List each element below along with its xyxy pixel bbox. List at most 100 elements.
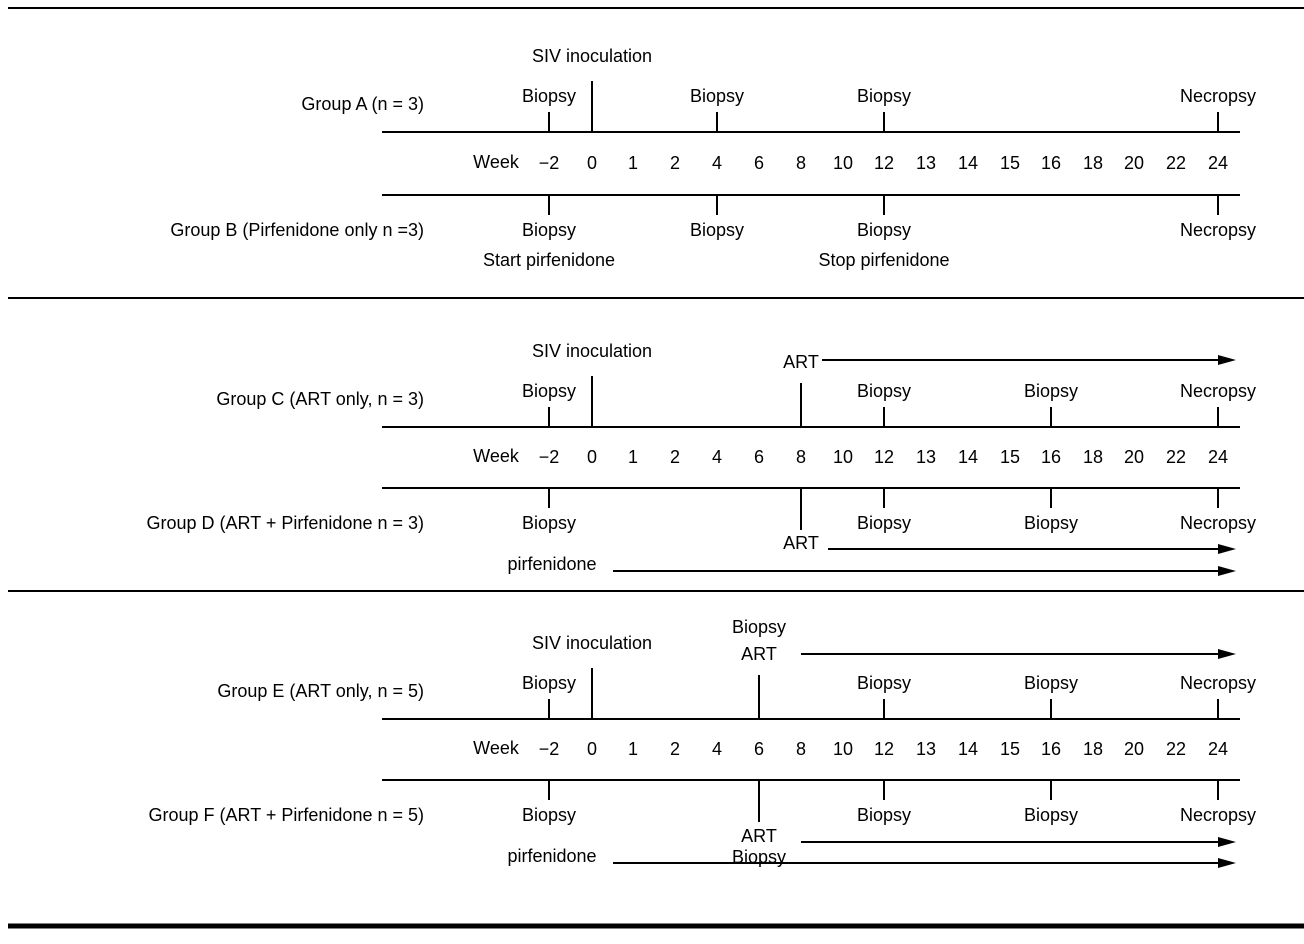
week-tick-label: 8 bbox=[796, 447, 806, 467]
arrow-head bbox=[1218, 837, 1236, 847]
week-tick-label: 6 bbox=[754, 153, 764, 173]
week-tick-label: 22 bbox=[1166, 153, 1186, 173]
week-tick-label: 16 bbox=[1041, 739, 1061, 759]
biopsy-label: Biopsy bbox=[522, 673, 576, 693]
biopsy-label: Biopsy bbox=[857, 805, 911, 825]
siv-inoculation-label: SIV inoculation bbox=[532, 341, 652, 361]
biopsy-label: Biopsy bbox=[690, 220, 744, 240]
biopsy-label: Biopsy bbox=[522, 381, 576, 401]
week-tick-label: 6 bbox=[754, 447, 764, 467]
week-tick-label: 20 bbox=[1124, 739, 1144, 759]
art-label: ART bbox=[741, 644, 777, 664]
week-tick-label: 0 bbox=[587, 153, 597, 173]
week-tick-label: 6 bbox=[754, 739, 764, 759]
week-tick-label: 12 bbox=[874, 153, 894, 173]
week-tick-label: 8 bbox=[796, 153, 806, 173]
biopsy-label: Biopsy bbox=[522, 86, 576, 106]
siv-inoculation-label: SIV inoculation bbox=[532, 633, 652, 653]
week-tick-label: 4 bbox=[712, 739, 722, 759]
art-arrow bbox=[801, 649, 1236, 659]
pirfenidone-label: pirfenidone bbox=[507, 846, 596, 866]
biopsy-label: Biopsy bbox=[1024, 673, 1078, 693]
pirfenidone-label: pirfenidone bbox=[507, 554, 596, 574]
week-tick-label: 4 bbox=[712, 153, 722, 173]
week-tick-label: 22 bbox=[1166, 447, 1186, 467]
biopsy-label: Biopsy bbox=[732, 617, 786, 637]
week-tick-label: −2 bbox=[539, 153, 560, 173]
week-tick-label: 2 bbox=[670, 447, 680, 467]
group-label: Group A (n = 3) bbox=[301, 94, 424, 114]
week-tick-label: 13 bbox=[916, 447, 936, 467]
pirfenidone-arrow bbox=[613, 566, 1236, 576]
week-tick-label: 24 bbox=[1208, 739, 1228, 759]
biopsy-label: Biopsy bbox=[522, 220, 576, 240]
week-tick-label: 4 bbox=[712, 447, 722, 467]
week-tick-label: 1 bbox=[628, 153, 638, 173]
week-tick-label: 0 bbox=[587, 739, 597, 759]
arrow-head bbox=[1218, 858, 1236, 868]
week-tick-label: 15 bbox=[1000, 153, 1020, 173]
biopsy-label: Biopsy bbox=[522, 513, 576, 533]
group-label: Group D (ART + Pirfenidone n = 3) bbox=[147, 513, 424, 533]
week-tick-label: 13 bbox=[916, 153, 936, 173]
week-tick-label: 16 bbox=[1041, 447, 1061, 467]
start-pirfenidone-label: Start pirfenidone bbox=[483, 250, 615, 270]
week-tick-label: 12 bbox=[874, 447, 894, 467]
necropsy-label: Necropsy bbox=[1180, 805, 1256, 825]
arrow-head bbox=[1218, 544, 1236, 554]
biopsy-label: Biopsy bbox=[857, 381, 911, 401]
week-tick-label: 8 bbox=[796, 739, 806, 759]
week-tick-label: 18 bbox=[1083, 153, 1103, 173]
biopsy-label: Biopsy bbox=[857, 86, 911, 106]
week-tick-label: 15 bbox=[1000, 739, 1020, 759]
art-label: ART bbox=[783, 533, 819, 553]
week-tick-label: 1 bbox=[628, 739, 638, 759]
arrow-head bbox=[1218, 649, 1236, 659]
art-arrow bbox=[828, 544, 1236, 554]
week-tick-label: 12 bbox=[874, 739, 894, 759]
week-tick-label: 14 bbox=[958, 739, 978, 759]
week-axis-label: Week bbox=[473, 152, 520, 172]
week-tick-label: 24 bbox=[1208, 153, 1228, 173]
art-arrow bbox=[822, 355, 1236, 365]
week-tick-label: 13 bbox=[916, 739, 936, 759]
necropsy-label: Necropsy bbox=[1180, 220, 1256, 240]
necropsy-label: Necropsy bbox=[1180, 673, 1256, 693]
week-tick-label: 1 bbox=[628, 447, 638, 467]
necropsy-label: Necropsy bbox=[1180, 381, 1256, 401]
week-axis-label: Week bbox=[473, 738, 520, 758]
art-label: ART bbox=[783, 352, 819, 372]
arrow-head bbox=[1218, 355, 1236, 365]
stop-pirfenidone-label: Stop pirfenidone bbox=[818, 250, 949, 270]
biopsy-label: Biopsy bbox=[857, 513, 911, 533]
week-tick-label: 24 bbox=[1208, 447, 1228, 467]
group-label: Group E (ART only, n = 5) bbox=[217, 681, 424, 701]
biopsy-label: Biopsy bbox=[1024, 381, 1078, 401]
week-tick-label: 10 bbox=[833, 153, 853, 173]
week-axis-label: Week bbox=[473, 446, 520, 466]
week-tick-label: 10 bbox=[833, 739, 853, 759]
week-tick-label: 2 bbox=[670, 739, 680, 759]
biopsy-label: Biopsy bbox=[522, 805, 576, 825]
group-label: Group B (Pirfenidone only n =3) bbox=[170, 220, 424, 240]
week-tick-label: 18 bbox=[1083, 447, 1103, 467]
week-tick-label: 18 bbox=[1083, 739, 1103, 759]
biopsy-label: Biopsy bbox=[857, 220, 911, 240]
arrow-head bbox=[1218, 566, 1236, 576]
week-tick-label: 2 bbox=[670, 153, 680, 173]
week-tick-label: 15 bbox=[1000, 447, 1020, 467]
biopsy-label: Biopsy bbox=[1024, 805, 1078, 825]
week-tick-label: 14 bbox=[958, 447, 978, 467]
art-label: ART bbox=[741, 826, 777, 846]
biopsy-label: Biopsy bbox=[857, 673, 911, 693]
week-tick-label: 16 bbox=[1041, 153, 1061, 173]
week-tick-label: −2 bbox=[539, 447, 560, 467]
siv-inoculation-label: SIV inoculation bbox=[532, 46, 652, 66]
week-tick-label: 10 bbox=[833, 447, 853, 467]
week-tick-label: −2 bbox=[539, 739, 560, 759]
group-label: Group F (ART + Pirfenidone n = 5) bbox=[149, 805, 424, 825]
week-tick-label: 20 bbox=[1124, 153, 1144, 173]
necropsy-label: Necropsy bbox=[1180, 513, 1256, 533]
week-tick-label: 0 bbox=[587, 447, 597, 467]
